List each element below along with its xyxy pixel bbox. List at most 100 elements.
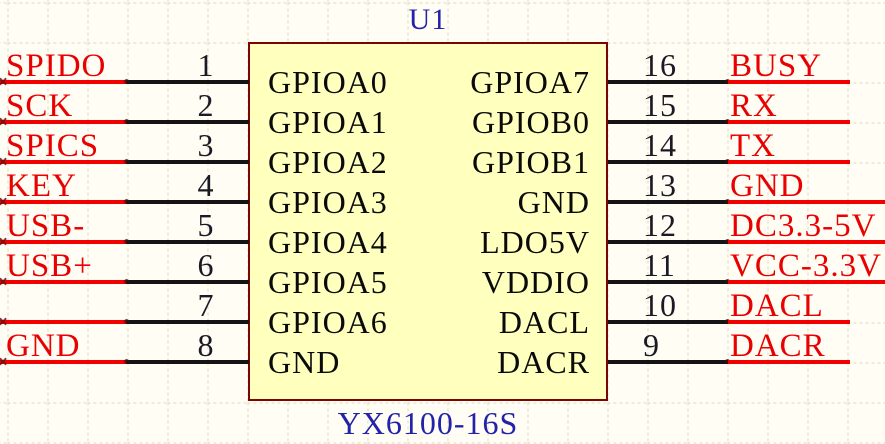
net-wire[interactable] bbox=[0, 160, 128, 164]
net-wire[interactable] bbox=[0, 200, 128, 204]
pin-name: DACL bbox=[498, 304, 590, 340]
pin-junction-dot bbox=[725, 359, 730, 364]
net-wire[interactable] bbox=[0, 280, 128, 284]
net-label[interactable]: USB- bbox=[6, 208, 86, 244]
net-wire[interactable] bbox=[728, 280, 885, 284]
pin-number: 2 bbox=[197, 87, 215, 123]
net-label[interactable]: USB+ bbox=[6, 248, 93, 284]
net-wire[interactable] bbox=[728, 360, 850, 364]
net-label[interactable]: DACL bbox=[730, 288, 824, 324]
pin-junction-dot bbox=[124, 119, 129, 124]
pin-line[interactable] bbox=[126, 320, 249, 324]
pin-row-right: 11 VCC-3.3V bbox=[608, 249, 885, 302]
net-wire[interactable] bbox=[0, 80, 128, 84]
net-wire[interactable] bbox=[728, 320, 850, 324]
pin-number: 1 bbox=[197, 47, 215, 83]
net-wire[interactable] bbox=[0, 360, 128, 364]
pin-line[interactable] bbox=[608, 360, 730, 364]
net-wire[interactable] bbox=[0, 240, 128, 244]
pin-junction-dot bbox=[725, 199, 730, 204]
pin-line[interactable] bbox=[608, 160, 730, 164]
pin-line[interactable] bbox=[608, 120, 730, 124]
pin-junction-dot bbox=[124, 279, 129, 284]
pin-name: VDDIO bbox=[481, 264, 590, 300]
net-label[interactable]: KEY bbox=[6, 168, 77, 204]
pin-number: 7 bbox=[197, 287, 215, 323]
pin-line[interactable] bbox=[126, 200, 249, 204]
pin-junction-dot bbox=[124, 359, 129, 364]
net-label[interactable]: GND bbox=[730, 168, 805, 204]
pin-name-row: GPIOA6 DACL bbox=[268, 302, 590, 342]
net-wire[interactable] bbox=[728, 80, 850, 84]
net-label[interactable]: DACR bbox=[730, 328, 826, 364]
net-label[interactable]: DC3.3-5V bbox=[730, 208, 877, 244]
pin-line[interactable] bbox=[608, 200, 730, 204]
pin-junction-dot bbox=[725, 239, 730, 244]
pin-row-right: 16 BUSY bbox=[608, 49, 885, 102]
pin-junction-dot bbox=[725, 279, 730, 284]
pin-junction-dot bbox=[124, 79, 129, 84]
right-pins-area: 16 BUSY 15 RX 14 TX 13 GND bbox=[608, 49, 885, 382]
net-label[interactable]: SCK bbox=[6, 88, 74, 124]
pin-name: GPIOA5 bbox=[268, 264, 388, 300]
pin-junction-dot bbox=[725, 79, 730, 84]
pin-name: GPIOA7 bbox=[470, 64, 590, 100]
pin-line[interactable] bbox=[126, 360, 249, 364]
pin-name: GND bbox=[268, 344, 341, 380]
pin-number: 5 bbox=[197, 207, 215, 243]
net-label[interactable]: GND bbox=[6, 328, 81, 364]
pin-name: GPIOA4 bbox=[268, 224, 388, 260]
net-label[interactable]: VCC-3.3V bbox=[730, 248, 882, 284]
component-value[interactable]: YX6100-16S bbox=[337, 405, 519, 441]
net-label[interactable]: SPICS bbox=[6, 128, 100, 164]
pin-line[interactable] bbox=[608, 280, 730, 284]
pin-number: 13 bbox=[643, 167, 677, 203]
pin-name: GPIOA1 bbox=[268, 104, 388, 140]
pin-junction-dot bbox=[725, 319, 730, 324]
pin-number: 3 bbox=[197, 127, 215, 163]
pin-name-row: GPIOA0 GPIOA7 bbox=[268, 62, 590, 102]
net-label[interactable]: BUSY bbox=[730, 48, 823, 84]
net-label[interactable]: RX bbox=[730, 88, 778, 124]
pin-name: LDO5V bbox=[480, 224, 590, 260]
net-wire[interactable] bbox=[728, 240, 885, 244]
pin-number: 8 bbox=[197, 327, 215, 363]
pin-number: 11 bbox=[643, 247, 676, 283]
pin-junction-dot bbox=[124, 239, 129, 244]
net-label[interactable]: TX bbox=[730, 128, 776, 164]
pin-name: GPIOA6 bbox=[268, 304, 388, 340]
pin-name: GPIOB0 bbox=[471, 104, 590, 140]
pin-line[interactable] bbox=[126, 240, 249, 244]
pin-name: GPIOA3 bbox=[268, 184, 388, 220]
pin-name: GND bbox=[517, 184, 590, 220]
pin-line[interactable] bbox=[608, 320, 730, 324]
net-wire[interactable] bbox=[728, 160, 850, 164]
component-designator[interactable]: U1 bbox=[408, 3, 448, 36]
pin-row-left: USB- 5 bbox=[0, 209, 249, 262]
pin-line[interactable] bbox=[126, 80, 249, 84]
pin-row-right: 10 DACL bbox=[608, 289, 885, 342]
pin-name-row: GPIOA5 VDDIO bbox=[268, 262, 590, 302]
pin-row-left: SCK 2 bbox=[0, 89, 249, 142]
pin-line[interactable] bbox=[126, 280, 249, 284]
pin-number: 6 bbox=[197, 247, 215, 283]
net-wire[interactable] bbox=[728, 200, 885, 204]
pin-junction-dot bbox=[725, 119, 730, 124]
pin-line[interactable] bbox=[126, 120, 249, 124]
pin-name: GPIOA2 bbox=[268, 144, 388, 180]
net-wire[interactable] bbox=[0, 320, 128, 324]
pin-row-left: USB+ 6 bbox=[0, 249, 249, 302]
pin-line[interactable] bbox=[608, 80, 730, 84]
pin-row-right: 12 DC3.3-5V bbox=[608, 209, 885, 262]
component-body[interactable] bbox=[248, 42, 608, 401]
pin-junction-dot bbox=[725, 159, 730, 164]
net-label[interactable]: SPIDO bbox=[6, 48, 107, 84]
net-wire[interactable] bbox=[728, 120, 850, 124]
pin-row-right: 14 TX bbox=[608, 129, 885, 182]
pin-row-left: SPICS 3 bbox=[0, 129, 249, 182]
pin-line[interactable] bbox=[608, 240, 730, 244]
net-wire[interactable] bbox=[0, 120, 128, 124]
pin-number: 15 bbox=[643, 87, 677, 123]
pin-line[interactable] bbox=[126, 160, 249, 164]
